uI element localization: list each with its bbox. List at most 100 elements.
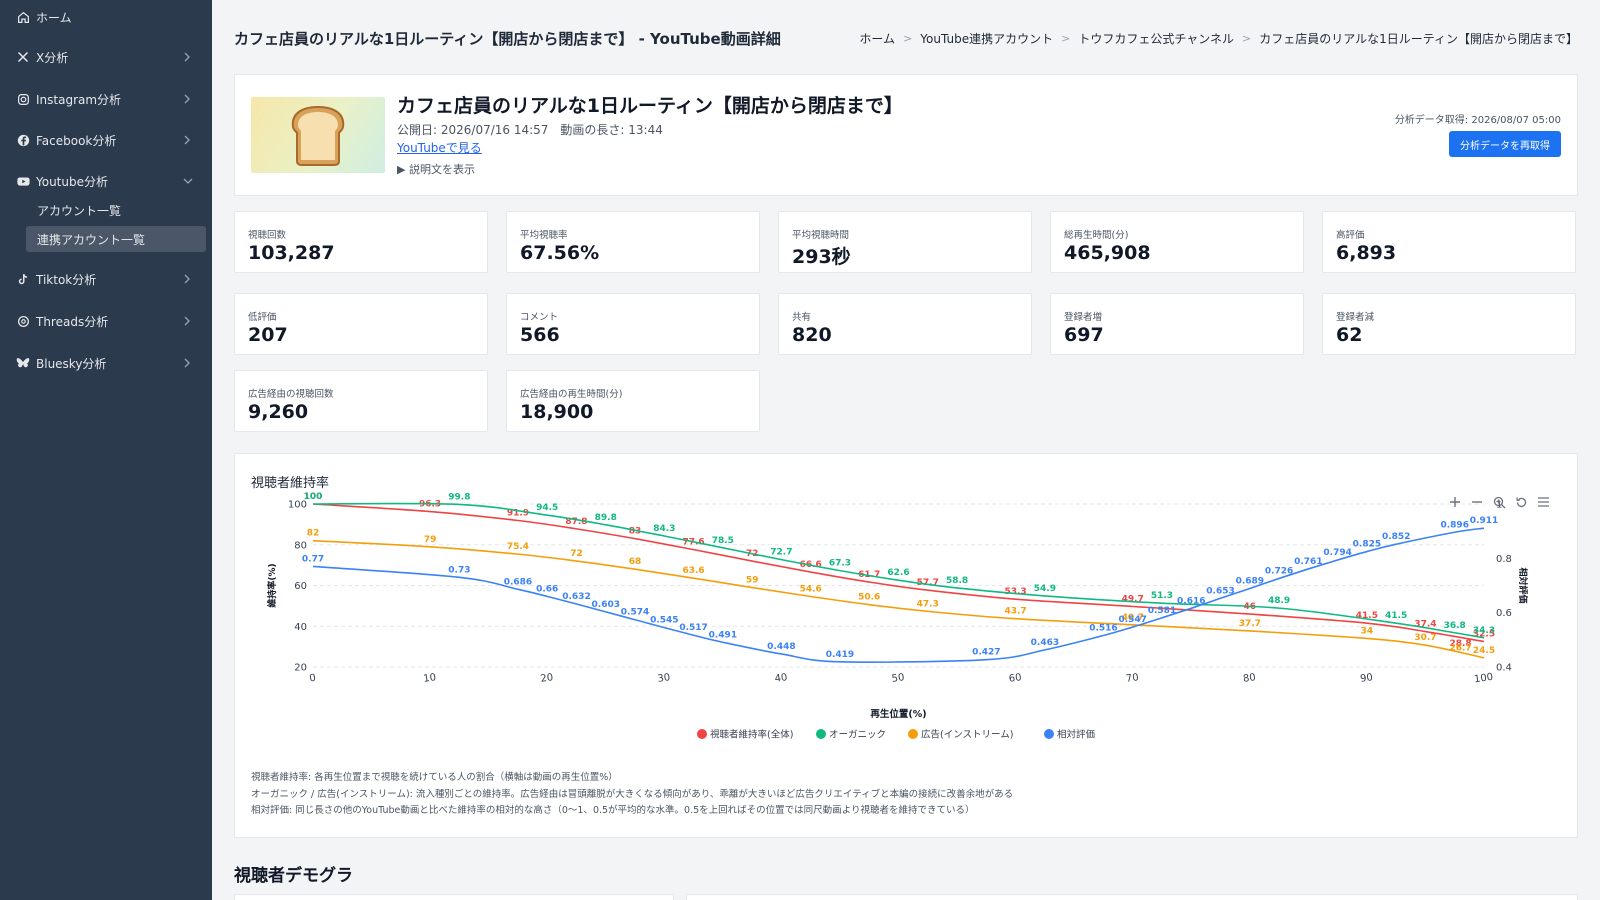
sidebar-item-bluesky[interactable]: Bluesky分析 [0,346,212,380]
data-label: 51.3 [1151,591,1173,601]
breadcrumb-separator-icon: > [1241,32,1252,45]
data-label: 0.463 [1031,638,1059,648]
data-label: 48.9 [1268,596,1290,606]
sidebar-item-threads[interactable]: Threads分析 [0,304,212,338]
data-label: 0.896 [1440,520,1468,530]
data-label: 24.5 [1473,646,1495,656]
sidebar-item-youtube[interactable]: Youtube分析 [0,164,212,198]
facebook-icon [16,133,30,147]
metric-value: 9,260 [248,401,309,423]
data-label: 58.8 [946,576,968,586]
metric-label: コメント [520,312,559,323]
fetch-timestamp: 分析データ取得: 2026/08/07 05:00 [1394,115,1561,126]
refetch-analytics-button[interactable]: 分析データを再取得 [1449,131,1561,157]
sidebar-item-label: Bluesky分析 [36,356,107,371]
y2-tick-label: 0.4 [1496,663,1512,674]
breadcrumb-item-home[interactable]: ホーム [859,32,896,46]
data-label: 54.9 [1034,584,1056,594]
data-label: 41.5 [1356,611,1378,621]
home-icon [16,10,30,24]
data-label: 94.5 [536,503,558,513]
data-label: 54.6 [800,585,822,595]
sidebar-item-label: Facebook分析 [36,133,117,148]
chart-notes: 視聴者維持率: 各再生位置まで視聴を続けている人の割合（横軸は動画の再生位置%）… [251,770,1013,820]
breadcrumb: ホーム > YouTube連携アカウント > トウフカフェ公式チャンネル > カ… [859,30,1578,47]
chevron-right-icon [182,51,194,63]
breadcrumb-item-channel[interactable]: トウフカフェ公式チャンネル [1078,32,1234,46]
data-label: 87.8 [565,517,587,527]
x-tick-label: 90 [1359,672,1373,685]
data-label: 100 [304,492,323,502]
data-label: 68 [629,557,642,567]
data-label: 0.686 [504,577,532,587]
data-label: 0.73 [448,565,470,575]
data-label: 0.66 [536,584,558,594]
data-label: 37.4 [1414,620,1436,630]
watch-on-youtube-link[interactable]: YouTubeで見る [397,141,482,155]
sidebar-item-facebook[interactable]: Facebook分析 [0,123,212,157]
metric-label: 広告経由の再生時間(分) [520,389,623,400]
data-label: 0.911 [1470,516,1498,526]
metric-card-subscribers-lost: 登録者減 62 [1322,293,1576,355]
sidebar-item-label: Youtube分析 [36,174,108,189]
data-label: 62.6 [887,568,909,578]
y-axis-title: 維持率(%) [266,563,278,607]
data-label: 59 [746,576,759,586]
data-label: 0.726 [1265,566,1293,576]
reset-zoom-icon[interactable] [1513,494,1529,510]
metric-card-avg-view-time: 平均視聴時間 293秒 [778,211,1032,273]
data-label: 100 [304,492,323,502]
x-tick-label: 50 [891,672,905,685]
data-label: 0.545 [650,616,678,626]
youtube-icon [16,174,30,188]
chevron-right-icon [182,357,194,369]
data-label: 0.653 [1206,586,1234,596]
metric-value: 18,900 [520,401,594,423]
data-label: 43.7 [1004,607,1026,617]
chart-toolbar [1447,494,1551,510]
zoom-selection-icon[interactable] [1491,494,1507,510]
video-thumbnail[interactable] [251,97,385,173]
breadcrumb-separator-icon: > [1061,32,1071,45]
metric-card-subscribers-gained: 登録者増 697 [1050,293,1304,355]
sidebar-subitem-label: 連携アカウント一覧 [37,232,146,247]
sidebar-item-label: ホーム [36,10,72,25]
chevron-right-icon [182,273,194,285]
sidebar-item-label: X分析 [36,50,69,65]
x-logo-icon [16,50,30,64]
data-label: 0.581 [1148,606,1176,616]
show-description-toggle[interactable]: ▶ 説明文を表示 [397,163,475,176]
metric-label: 広告経由の視聴回数 [248,389,334,400]
data-label: 83 [629,527,642,537]
data-label: 84.3 [653,524,675,534]
data-label: 63.6 [682,566,704,576]
data-label: 82 [307,529,320,539]
x-tick-label: 80 [1242,672,1256,685]
sidebar-item-tiktok[interactable]: Tiktok分析 [0,262,212,296]
chart-note: 視聴者維持率: 各再生位置まで視聴を続けている人の割合（横軸は動画の再生位置%） [251,772,618,783]
sidebar: ホーム X分析 Instagram分析 Facebook分析 Youtube分析… [0,0,212,900]
legend-marker [1044,729,1054,739]
metric-value: 697 [1064,324,1104,346]
series-line-0 [312,503,1485,643]
sidebar-item-home[interactable]: ホーム [0,0,212,34]
legend-label: オーガニック [829,730,886,741]
zoom-in-icon[interactable] [1447,494,1463,510]
breadcrumb-item-youtube-accounts[interactable]: YouTube連携アカウント [920,32,1054,46]
data-label: 0.603 [592,600,620,610]
chart-menu-icon[interactable] [1535,494,1551,510]
sidebar-subitem-account-list[interactable]: アカウント一覧 [26,197,206,223]
sidebar-subitem-linked-accounts[interactable]: 連携アカウント一覧 [26,226,206,252]
data-label: 0.616 [1177,596,1205,606]
data-label: 91.9 [507,509,529,519]
video-meta: 公開日: 2026/07/16 14:57 動画の長さ: 13:44 [397,123,663,137]
metric-card-ad-views: 広告経由の視聴回数 9,260 [234,370,488,432]
sidebar-item-x[interactable]: X分析 [0,40,212,74]
y2-axis-title: 相対評価 [1517,567,1529,603]
data-label: 30.7 [1414,633,1436,643]
metric-card-likes: 高評価 6,893 [1322,211,1576,273]
x-tick-label: 70 [1125,672,1139,685]
data-label: 47.3 [917,599,939,609]
sidebar-item-instagram[interactable]: Instagram分析 [0,82,212,116]
zoom-out-icon[interactable] [1469,494,1485,510]
